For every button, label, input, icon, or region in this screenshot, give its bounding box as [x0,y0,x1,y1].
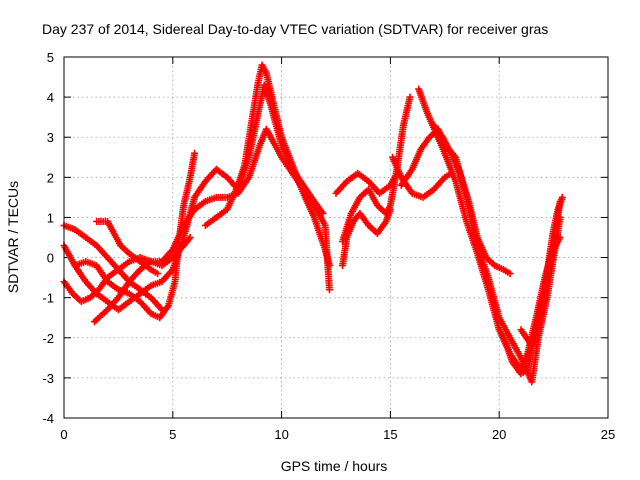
x-tick-label: 25 [601,427,615,442]
y-tick-label: 3 [47,130,54,145]
x-tick-label: 0 [60,427,67,442]
series-track-06 [71,149,199,322]
y-tick-label: -3 [42,371,54,386]
data-point [186,234,194,241]
data-point [325,286,333,294]
series-track-11 [389,153,455,201]
data-point [325,262,333,270]
y-tick-label: 5 [47,50,54,65]
x-tick-labels: 0 5 10 15 20 25 [60,427,615,442]
data-point [558,193,566,201]
y-tick-label: 2 [47,170,54,185]
x-tick-label: 15 [383,427,397,442]
y-tick-label: 1 [47,210,54,225]
data-points [60,61,566,386]
series-track-03 [60,81,327,314]
series-track-05 [93,217,162,278]
y-axis-label: SDTVAR / TECUs [5,181,21,293]
series-track-01 [60,221,166,314]
series-track-07 [201,61,333,270]
data-point [191,149,199,157]
x-tick-label: 10 [274,427,288,442]
x-tick-label: 20 [492,427,506,442]
data-point [406,93,414,101]
y-tick-label: 4 [47,90,54,105]
data-point [506,270,514,278]
y-tick-label: -4 [42,411,54,426]
data-point [319,209,327,217]
x-axis-label: GPS time / hours [281,458,388,474]
y-tick-labels: -4 -3 -2 -1 0 1 2 3 4 5 [42,50,54,426]
data-point [154,270,162,278]
data-point [556,234,564,241]
series-track-16 [517,193,566,350]
y-tick-label: -1 [42,291,54,306]
y-tick-label: 0 [47,251,54,266]
y-tick-label: -2 [42,331,54,346]
series-track-10 [339,93,414,246]
series-track-14 [430,121,514,278]
x-tick-label: 5 [169,427,176,442]
series-track-15 [495,234,564,378]
plot-frame [63,56,609,419]
chart-title: Day 237 of 2014, Sidereal Day-to-day VTE… [42,21,548,37]
